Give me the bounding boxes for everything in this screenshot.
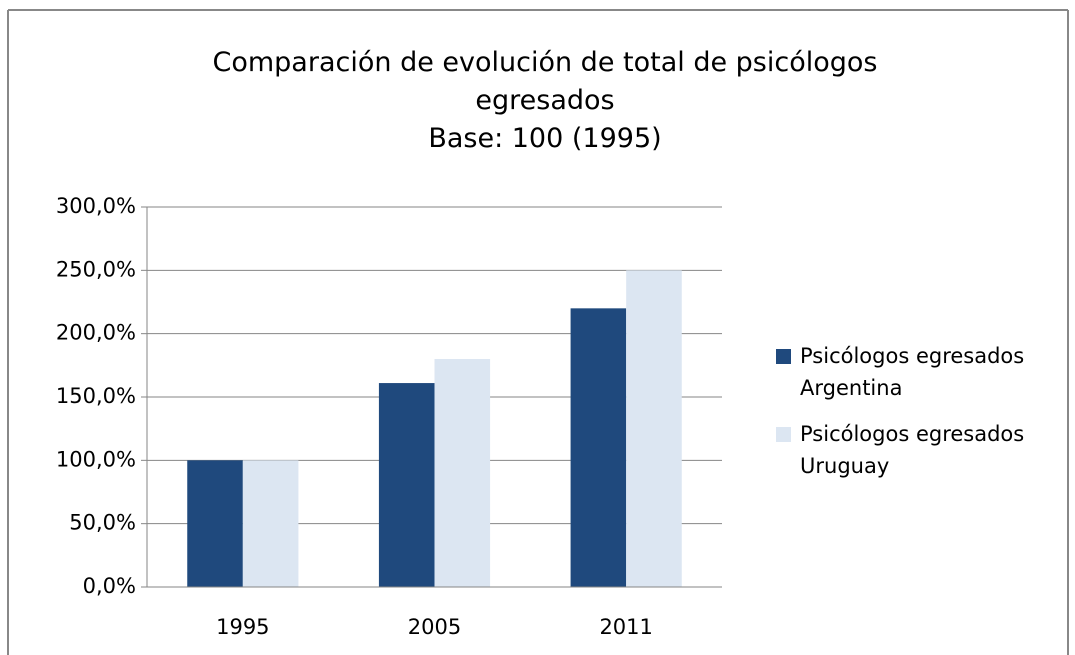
y-tick-label: 300,0% bbox=[56, 194, 136, 218]
y-tick-label: 250,0% bbox=[56, 257, 136, 281]
x-tick-label: 1995 bbox=[216, 615, 269, 639]
bar bbox=[242, 460, 299, 587]
bar bbox=[434, 359, 491, 587]
chart-subtitle: Base: 100 (1995) bbox=[428, 123, 662, 154]
x-tick-label: 2011 bbox=[599, 615, 652, 639]
y-tick-label: 150,0% bbox=[56, 384, 136, 408]
bar bbox=[626, 270, 682, 587]
legend-entry: Psicólogos egresados Uruguay bbox=[776, 418, 1066, 482]
legend-label: Psicólogos egresados Uruguay bbox=[800, 422, 1025, 478]
bar bbox=[378, 383, 435, 587]
x-tick-label: 2005 bbox=[408, 615, 461, 639]
chart-title-block: Comparación de evolución de total de psi… bbox=[165, 44, 925, 158]
legend-swatch bbox=[776, 349, 791, 364]
legend-swatch bbox=[776, 427, 791, 442]
legend: Psicólogos egresados Argentina Psicólogos… bbox=[776, 340, 1066, 496]
y-tick-label: 100,0% bbox=[56, 447, 136, 471]
y-tick-label: 200,0% bbox=[56, 321, 136, 345]
bar bbox=[187, 460, 243, 587]
legend-label: Psicólogos egresados Argentina bbox=[800, 344, 1025, 400]
legend-entry: Psicólogos egresados Argentina bbox=[776, 340, 1066, 404]
chart-title: Comparación de evolución de total de psi… bbox=[212, 47, 878, 116]
y-tick-label: 50,0% bbox=[69, 511, 136, 535]
bar bbox=[570, 308, 627, 587]
y-tick-label: 0,0% bbox=[83, 574, 136, 598]
